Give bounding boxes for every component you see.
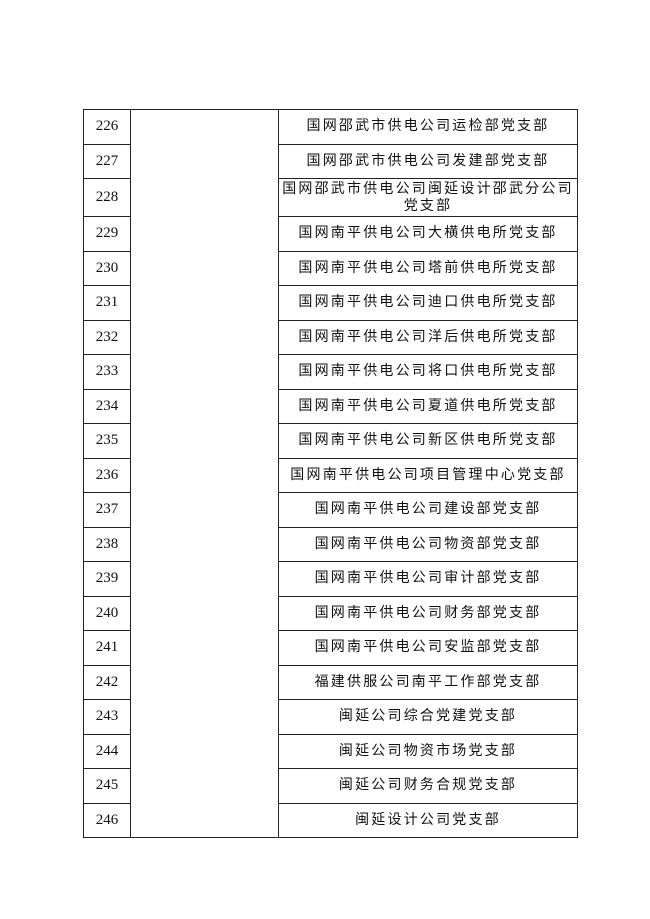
table-row: 238 国网南平供电公司物资部党支部 [83,526,578,562]
row-number: 227 [83,143,131,179]
row-number: 238 [83,526,131,562]
branch-name: 国网南平供电公司塔前供电所党支部 [278,250,578,286]
row-number: 245 [83,768,131,804]
row-number: 241 [83,630,131,666]
table-row: 244 闽延公司物资市场党支部 [83,733,578,769]
branch-name: 国网邵武市供电公司发建部党支部 [278,143,578,179]
branch-name: 国网邵武市供电公司运检部党支部 [278,109,578,145]
branch-name: 国网南平供电公司审计部党支部 [278,561,578,597]
row-number: 231 [83,285,131,321]
row-number: 242 [83,664,131,700]
row-number: 237 [83,492,131,528]
table-row: 229 国网南平供电公司大横供电所党支部 [83,216,578,252]
row-number: 233 [83,354,131,390]
merged-empty-cell [130,109,279,838]
row-number: 240 [83,595,131,631]
branch-name: 国网南平供电公司财务部党支部 [278,595,578,631]
row-number: 246 [83,802,131,838]
table-row: 236 国网南平供电公司项目管理中心党支部 [83,457,578,493]
table-row: 232 国网南平供电公司洋后供电所党支部 [83,319,578,355]
branch-name: 国网南平供电公司建设部党支部 [278,492,578,528]
branch-name: 国网南平供电公司大横供电所党支部 [278,216,578,252]
table-row: 237 国网南平供电公司建设部党支部 [83,492,578,528]
branch-name: 福建供服公司南平工作部党支部 [278,664,578,700]
table-row: 228 国网邵武市供电公司闽延设计邵武分公司党支部 [83,178,578,217]
table-row: 234 国网南平供电公司夏道供电所党支部 [83,388,578,424]
row-number: 243 [83,699,131,735]
branch-name: 闽延公司财务合规党支部 [278,768,578,804]
table-row: 241 国网南平供电公司安监部党支部 [83,630,578,666]
row-number: 235 [83,423,131,459]
branch-name: 国网南平供电公司夏道供电所党支部 [278,388,578,424]
row-number: 230 [83,250,131,286]
row-number: 239 [83,561,131,597]
branch-name: 国网邵武市供电公司闽延设计邵武分公司党支部 [278,178,578,217]
branch-name: 闽延设计公司党支部 [278,802,578,838]
branch-name: 闽延公司综合党建党支部 [278,699,578,735]
table-row: 242 福建供服公司南平工作部党支部 [83,664,578,700]
branch-name: 国网南平供电公司将口供电所党支部 [278,354,578,390]
row-number: 232 [83,319,131,355]
table-row: 227 国网邵武市供电公司发建部党支部 [83,143,578,179]
table-row: 246 闽延设计公司党支部 [83,802,578,838]
row-number: 234 [83,388,131,424]
branch-name: 国网南平供电公司迪口供电所党支部 [278,285,578,321]
branch-name: 国网南平供电公司新区供电所党支部 [278,423,578,459]
row-number: 244 [83,733,131,769]
row-number: 228 [83,178,131,217]
branch-name: 国网南平供电公司洋后供电所党支部 [278,319,578,355]
branch-name: 闽延公司物资市场党支部 [278,733,578,769]
table-row: 230 国网南平供电公司塔前供电所党支部 [83,250,578,286]
row-number: 226 [83,109,131,145]
table-row: 231 国网南平供电公司迪口供电所党支部 [83,285,578,321]
branch-name: 国网南平供电公司安监部党支部 [278,630,578,666]
table-row: 226 国网邵武市供电公司运检部党支部 [83,109,578,838]
branch-name: 国网南平供电公司项目管理中心党支部 [278,457,578,493]
row-number: 236 [83,457,131,493]
branch-table: 226 国网邵武市供电公司运检部党支部 227 国网邵武市供电公司发建部党支部 228 国… [83,109,578,838]
table-row: 243 闽延公司综合党建党支部 [83,699,578,735]
branch-name: 国网南平供电公司物资部党支部 [278,526,578,562]
row-number: 229 [83,216,131,252]
